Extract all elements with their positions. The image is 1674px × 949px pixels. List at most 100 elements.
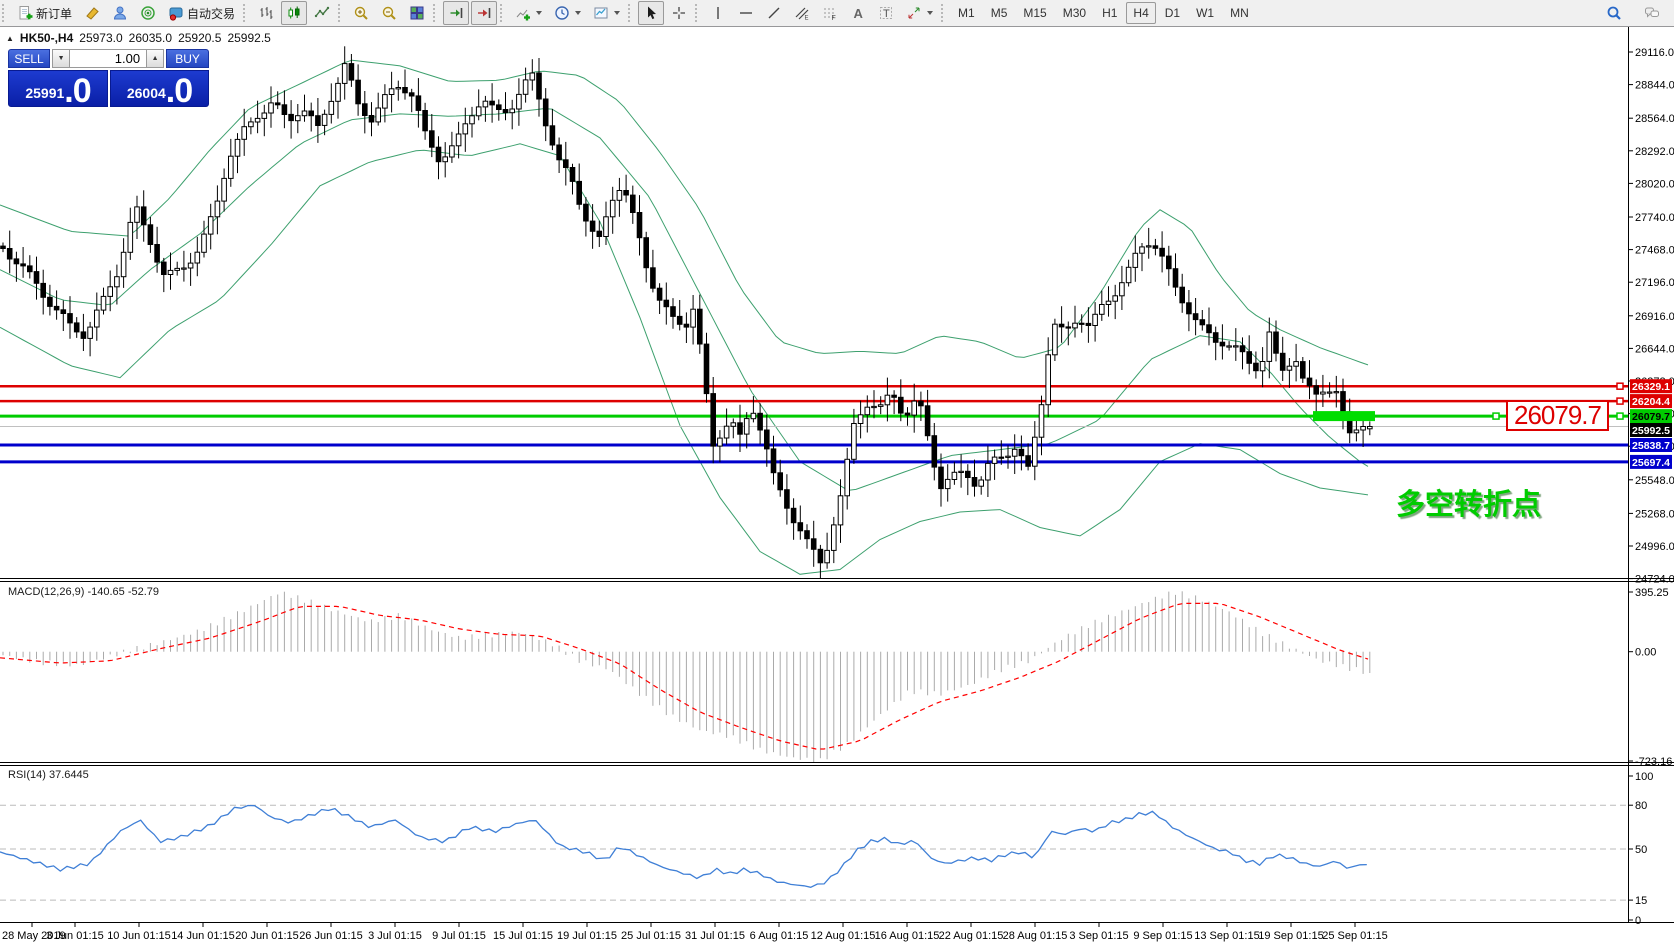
main-toolbar: 新订单 自动交易 E F A T M1 M5 M15 M30 H1 H4 D1 W1 MN	[0, 0, 1674, 27]
volume-down-button[interactable]: ▼	[52, 49, 71, 68]
price-callout-box[interactable]: 26079.7	[1506, 400, 1609, 431]
linechart-icon	[314, 6, 330, 18]
tf-m30-button[interactable]: M30	[1056, 2, 1093, 24]
svg-text:22 Aug 01:15: 22 Aug 01:15	[939, 930, 1004, 942]
dropdown-caret-icon[interactable]	[927, 11, 934, 15]
svg-text:50: 50	[1635, 844, 1647, 856]
text-button[interactable]: A	[845, 1, 871, 25]
signals-button[interactable]	[135, 1, 161, 25]
channel-button[interactable]: E	[789, 1, 815, 25]
toolbar-group-grip	[500, 4, 507, 22]
svg-text:28020.0: 28020.0	[1635, 178, 1674, 190]
crosshair-icon	[673, 7, 686, 19]
toolbar-group-chart-type	[252, 0, 336, 26]
svg-text:19 Jul 01:15: 19 Jul 01:15	[557, 930, 617, 942]
hline-icon	[740, 12, 753, 14]
tf-w1-button[interactable]: W1	[1189, 2, 1221, 24]
svg-text:28 May 2019: 28 May 2019	[2, 930, 66, 942]
templates-button[interactable]	[588, 1, 625, 25]
toolbar-group-grip	[941, 4, 948, 22]
svg-text:20 Jun 01:15: 20 Jun 01:15	[235, 930, 299, 942]
svg-text:26079.7: 26079.7	[1632, 411, 1670, 423]
tf-h4-button[interactable]: H4	[1126, 2, 1156, 24]
zoom-in-icon	[354, 6, 368, 20]
high-value: 26035.0	[128, 31, 173, 45]
volume-up-button[interactable]: ▲	[146, 49, 165, 68]
tf-mn-button[interactable]: MN	[1223, 2, 1256, 24]
chat-icon	[1645, 7, 1659, 18]
text-t-icon: T	[880, 7, 893, 20]
toolbar-group-grip	[338, 4, 345, 22]
svg-text:25697.4: 25697.4	[1632, 457, 1670, 469]
zoom-out-button[interactable]	[376, 1, 402, 25]
indicators-button[interactable]	[510, 1, 547, 25]
vertical-line-button[interactable]	[705, 1, 731, 25]
candles-chart-button[interactable]	[281, 1, 308, 25]
tf-m15-button[interactable]: M15	[1016, 2, 1053, 24]
highlight-bar[interactable]	[1313, 411, 1375, 422]
trendline-button[interactable]	[761, 1, 787, 25]
crosshair-button[interactable]	[666, 1, 692, 25]
svg-text:29116.0: 29116.0	[1635, 47, 1674, 59]
svg-text:100: 100	[1635, 771, 1653, 783]
autotrade-button[interactable]: 自动交易	[163, 1, 240, 25]
volume-input[interactable]: 1.00	[70, 49, 147, 68]
macd-signal-line	[0, 602, 1369, 750]
auto-scroll-button[interactable]	[471, 1, 498, 25]
sell-button[interactable]: SELL	[8, 49, 51, 68]
svg-text:15 Jul 01:15: 15 Jul 01:15	[493, 930, 553, 942]
cursor-button[interactable]	[638, 1, 665, 25]
tf-m1-button[interactable]: M1	[951, 2, 982, 24]
tile-windows-button[interactable]	[404, 1, 430, 25]
periods-button[interactable]	[549, 1, 586, 25]
fibonacci-button[interactable]: F	[817, 1, 843, 25]
search-button[interactable]	[1601, 1, 1627, 25]
toolbar-group-trade: 新订单 自动交易	[11, 0, 241, 26]
buy-price-panel[interactable]: 26004.0	[110, 70, 209, 108]
svg-text:27196.0: 27196.0	[1635, 277, 1674, 289]
cursor-icon	[648, 6, 657, 20]
text-label-button[interactable]: T	[873, 1, 899, 25]
dropdown-caret-icon[interactable]	[614, 11, 621, 15]
candles-icon	[288, 6, 300, 19]
line-anchor-squares[interactable]	[1492, 382, 1624, 420]
svg-text:25268.0: 25268.0	[1635, 508, 1674, 520]
tf-w1-button-label: W1	[1196, 6, 1215, 20]
horizontal-line-button[interactable]	[733, 1, 759, 25]
community-button[interactable]	[107, 1, 133, 25]
macd-pane	[0, 591, 1371, 762]
tf-d1-button[interactable]: D1	[1158, 2, 1187, 24]
chat-button[interactable]	[1639, 1, 1665, 25]
new-order-button-label: 新订单	[36, 6, 73, 21]
svg-text:25548.0: 25548.0	[1635, 475, 1674, 487]
zoom-in-button[interactable]	[348, 1, 374, 25]
new-order-button[interactable]: 新订单	[12, 1, 77, 25]
toolbar-group-zoom	[347, 0, 431, 26]
chart-style-button[interactable]	[79, 1, 105, 25]
svg-text:T: T	[883, 8, 890, 20]
tf-m5-button[interactable]: M5	[984, 2, 1015, 24]
turning-point-annotation[interactable]: 多空转折点	[1396, 489, 1542, 521]
svg-text:28 Aug 01:15: 28 Aug 01:15	[1003, 930, 1068, 942]
sell-price-panel[interactable]: 25991.0	[8, 70, 108, 108]
toolbar-right-icons	[1600, 1, 1674, 25]
svg-text:24724.0: 24724.0	[1635, 574, 1674, 586]
bars-chart-button[interactable]	[253, 1, 279, 25]
collapse-icon[interactable]: ▲	[6, 33, 14, 43]
tf-h1-button[interactable]: H1	[1095, 2, 1124, 24]
chart-shift-button[interactable]	[443, 1, 470, 25]
tf-m1-button-label: M1	[958, 6, 975, 20]
tf-m5-button-label: M5	[990, 6, 1008, 20]
svg-text:3 Sep 01:15: 3 Sep 01:15	[1069, 930, 1128, 942]
svg-text:A: A	[854, 6, 864, 21]
dropdown-caret-icon[interactable]	[575, 11, 582, 15]
arrows-button[interactable]	[901, 1, 938, 25]
toolbar-group-pointer	[637, 0, 693, 26]
svg-text:25992.5: 25992.5	[1632, 425, 1670, 437]
pane-frames	[0, 27, 1674, 949]
line-chart-button[interactable]	[309, 1, 335, 25]
toolbar-group-timeframes: M1 M5 M15 M30 H1 H4 D1 W1 MN	[950, 0, 1257, 26]
buy-button[interactable]: BUY	[166, 49, 209, 68]
dropdown-caret-icon[interactable]	[536, 11, 543, 15]
